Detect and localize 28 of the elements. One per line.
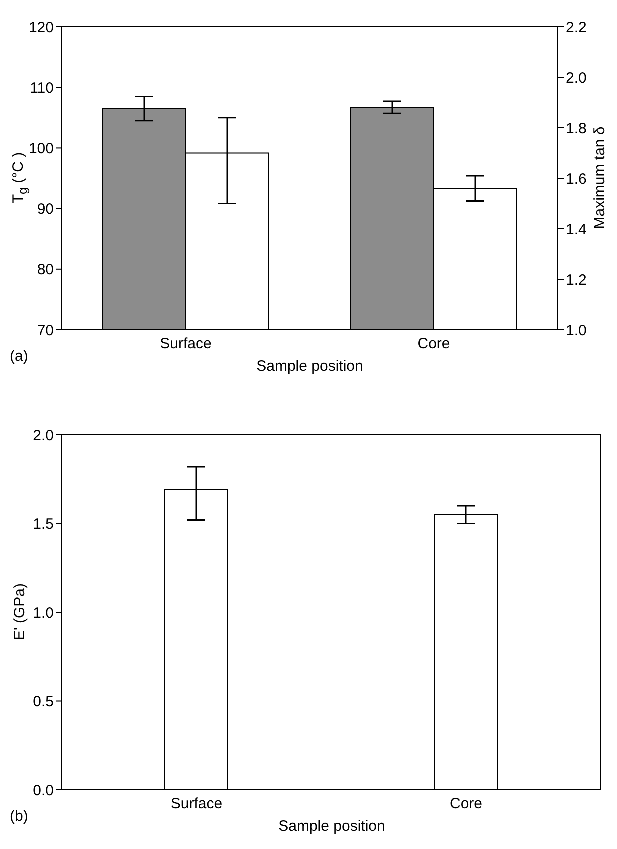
- y2-axis-title: Maximum tan δ: [592, 126, 608, 230]
- y-tick-label: 80: [37, 262, 54, 279]
- y2-tick-label: 1.4: [566, 221, 587, 238]
- y-tick-label: 2.0: [33, 427, 54, 444]
- y2-tick-label: 1.0: [566, 322, 587, 340]
- y2-tick-label: 2.2: [566, 19, 587, 36]
- y2-tick-label: 1.8: [566, 120, 587, 138]
- y-tick-label: 0.0: [33, 782, 54, 800]
- text: (b): [10, 808, 28, 825]
- x-tick-label: Core: [418, 336, 450, 353]
- y-tick-label: 90: [37, 201, 54, 218]
- y2-tick-label: 1.6: [566, 170, 587, 188]
- x-axis-title: Sample position: [278, 818, 386, 835]
- y-tick-label: 120: [28, 19, 54, 36]
- y-tick-label: 1.5: [33, 516, 54, 534]
- x-tick-label: Surface: [160, 336, 212, 353]
- y-tick-label: 70: [37, 322, 54, 340]
- x-tick-label: Surface: [170, 796, 223, 813]
- x-tick-label: Core: [450, 796, 483, 813]
- x-axis-title: Sample position: [256, 358, 364, 375]
- y-tick-label: 100: [28, 140, 54, 158]
- y2-tick-label: 1.2: [566, 272, 587, 289]
- text: (a): [10, 348, 28, 365]
- y2-tick-label: 2.0: [566, 70, 587, 87]
- y-tick-label: 1.0: [33, 604, 54, 622]
- y-axis-title: E' (GPa): [12, 583, 28, 641]
- y-tick-label: 110: [30, 80, 54, 97]
- y-tick-label: 0.5: [33, 694, 54, 711]
